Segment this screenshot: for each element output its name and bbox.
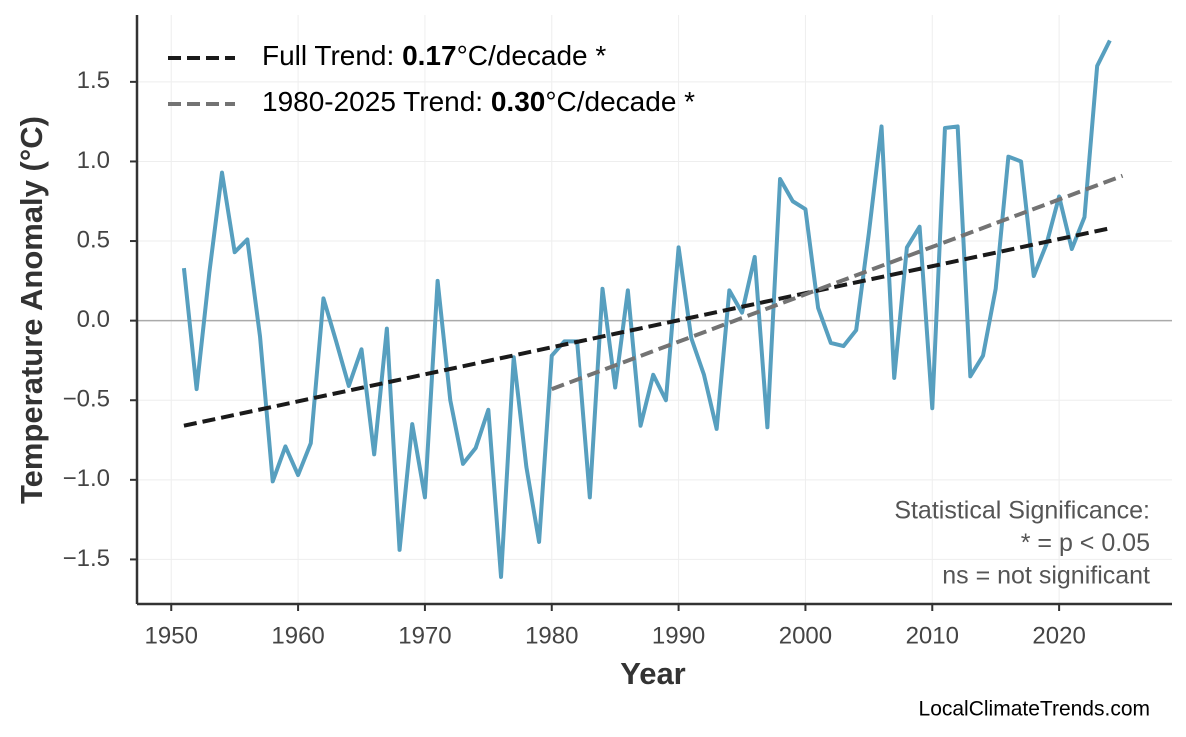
x-tick-label: 2020 (1032, 622, 1085, 649)
legend-label-part: 1980-2025 Trend: (262, 86, 491, 117)
annotation: Statistical Significance: (894, 497, 1150, 525)
legend-label-part: 0.17 (402, 40, 457, 71)
y-tick-label: −1.0 (63, 465, 110, 492)
legend-label-part: Full Trend: (262, 40, 402, 71)
y-tick-label: 0.5 (77, 226, 110, 253)
x-tick-label: 1970 (398, 622, 451, 649)
y-tick-label: −0.5 (63, 386, 110, 413)
legend-label-part: 0.30 (491, 86, 546, 117)
y-tick-label: 1.0 (77, 147, 110, 174)
trend-line (183, 226, 1111, 428)
x-tick-label: 1950 (145, 622, 198, 649)
y-axis-label: Temperature Anomaly (°C) (14, 116, 49, 504)
y-tick-label: −1.5 (63, 545, 110, 572)
annotation: * = p < 0.05 (1021, 529, 1150, 557)
legend-label: 1980-2025 Trend: 0.30°C/decade * (262, 86, 695, 117)
x-tick-label: 2000 (779, 622, 832, 649)
x-tick-label: 1990 (652, 622, 705, 649)
legend-label-part: °C/decade * (545, 86, 695, 117)
x-tick-label: 2010 (906, 622, 959, 649)
y-tick-label: 1.5 (77, 67, 110, 94)
data-line (181, 39, 1112, 579)
trend-line (551, 173, 1124, 391)
x-axis-label: Year (620, 656, 686, 691)
y-tick-label: 0.0 (77, 306, 110, 333)
x-tick-label: 1980 (525, 622, 578, 649)
x-tick-label: 1960 (271, 622, 324, 649)
legend-label-part: °C/decade * (457, 40, 607, 71)
legend-label: Full Trend: 0.17°C/decade * (262, 40, 606, 71)
watermark: LocalClimateTrends.com (919, 698, 1150, 721)
annotation: ns = not significant (942, 562, 1150, 590)
